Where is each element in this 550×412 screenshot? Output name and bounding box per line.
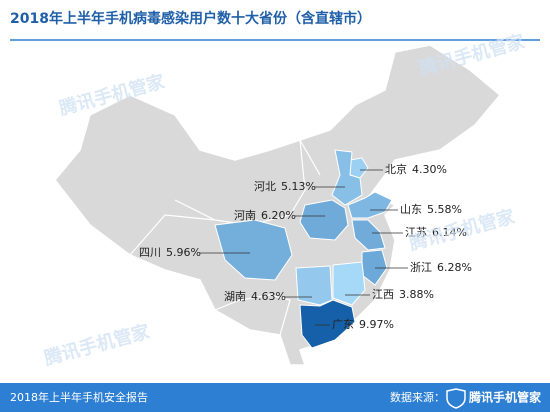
region-name: 广东: [332, 318, 354, 331]
region-name: 湖南: [224, 290, 246, 303]
region-value: 6.14%: [432, 226, 467, 239]
region: [332, 261, 366, 306]
region-name: 江西: [372, 288, 394, 301]
region-label: 四川 5.96%: [139, 246, 201, 259]
region: [295, 265, 333, 306]
region-value: 6.28%: [437, 261, 472, 274]
region: [347, 191, 393, 219]
region-name: 四川: [139, 246, 161, 259]
footer-source: 腾讯手机管家: [468, 390, 542, 405]
watermark: 腾讯手机管家: [42, 320, 153, 369]
region-name: 北京: [385, 162, 407, 176]
footer-report: 2018年上半年手机安全报告: [10, 390, 148, 404]
region-label: 江苏 6.14%: [405, 226, 467, 239]
region-label: 河南 6.20%: [234, 209, 296, 222]
region-name: 河南: [234, 209, 256, 222]
footer-source-label: 数据来源：: [390, 390, 445, 404]
region-value: 9.97%: [359, 318, 394, 331]
region-label: 浙江 6.28%: [410, 261, 472, 274]
region-value: 3.88%: [399, 288, 434, 301]
region-name: 山东: [400, 203, 422, 216]
region-value: 4.30%: [412, 163, 447, 176]
region: [214, 219, 293, 281]
regions: [214, 149, 393, 349]
region-name: 浙江: [410, 261, 432, 274]
region-label: 广东 9.97%: [332, 318, 394, 331]
logo-icon: [446, 388, 466, 409]
region-label: 河北 5.13%: [254, 180, 316, 193]
region: [299, 299, 356, 349]
region-value: 5.58%: [427, 203, 462, 216]
region: [351, 219, 386, 251]
region-value: 5.96%: [166, 246, 201, 259]
region-label: 山东 5.58%: [400, 203, 462, 216]
labels: 北京 4.30% 河北 5.13% 山东 5.58% 河南 6.20% 江苏 6.14% 四川 5.9…: [139, 162, 472, 331]
region-label: 湖南 4.63%: [224, 290, 286, 303]
province-borders: [129, 139, 321, 336]
region-name: 江苏: [405, 226, 427, 239]
region-value: 6.20%: [261, 209, 296, 222]
watermark: 腾讯手机管家: [407, 205, 518, 254]
region: [299, 199, 349, 241]
region-label: 北京 4.30%: [385, 162, 447, 176]
region-value: 4.63%: [251, 290, 286, 303]
region-name: 河北: [254, 180, 276, 193]
region: [331, 149, 363, 206]
region-label: 江西 3.88%: [372, 288, 434, 301]
region-value: 5.13%: [281, 180, 316, 193]
title: 2018年上半年手机病毒感染用户数十大省份（含直辖市）: [10, 10, 371, 27]
